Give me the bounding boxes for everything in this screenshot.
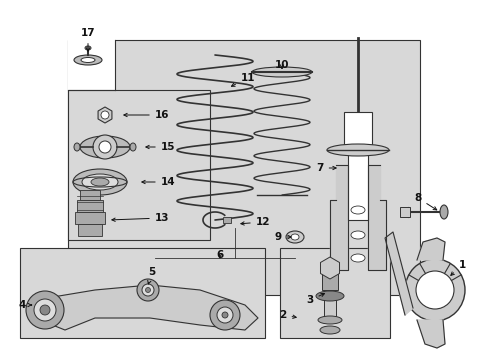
Text: 15: 15 [145,142,175,152]
Text: 8: 8 [413,193,436,210]
Ellipse shape [404,259,464,321]
Ellipse shape [73,169,127,195]
Ellipse shape [217,307,232,323]
Ellipse shape [350,254,364,262]
Ellipse shape [81,58,95,63]
Ellipse shape [326,144,388,156]
Text: 5: 5 [147,267,155,284]
Bar [77,200,103,212]
Text: 12: 12 [241,217,270,227]
Text: 16: 16 [123,110,169,120]
Ellipse shape [350,206,364,214]
Ellipse shape [285,231,304,243]
Bar [280,248,389,338]
Ellipse shape [415,271,453,309]
Text: 7: 7 [316,163,335,173]
Ellipse shape [142,284,154,296]
Ellipse shape [101,111,109,119]
Text: 17: 17 [81,28,95,51]
Ellipse shape [290,234,298,240]
Ellipse shape [145,288,150,292]
Bar [347,150,367,220]
Ellipse shape [82,174,118,190]
Text: 3: 3 [306,293,324,305]
Ellipse shape [209,300,240,330]
Text: 2: 2 [279,310,296,320]
Bar [75,212,105,224]
Bar [80,190,100,200]
Ellipse shape [350,231,364,239]
Ellipse shape [251,67,311,77]
Polygon shape [367,165,385,270]
Ellipse shape [34,299,56,321]
Ellipse shape [317,316,341,324]
Ellipse shape [222,312,227,318]
Ellipse shape [40,305,50,315]
Ellipse shape [91,178,109,186]
Text: 14: 14 [142,177,175,187]
Bar [399,207,409,217]
Bar [78,224,102,236]
Text: 9: 9 [274,232,290,242]
Bar [20,248,264,338]
Bar [324,298,335,318]
Ellipse shape [130,143,136,151]
Ellipse shape [74,143,80,151]
Text: 4: 4 [18,300,31,310]
Ellipse shape [439,205,447,219]
Ellipse shape [99,141,111,153]
Text: 1: 1 [450,260,465,275]
Text: 11: 11 [231,73,255,86]
Ellipse shape [319,326,339,334]
Ellipse shape [85,46,91,50]
Bar [68,38,115,90]
Polygon shape [384,232,412,315]
Ellipse shape [137,279,159,301]
Polygon shape [35,285,258,330]
Bar [68,90,209,240]
Polygon shape [416,238,444,260]
Text: 6: 6 [216,250,223,260]
Ellipse shape [315,291,343,301]
Ellipse shape [80,136,130,158]
Text: 13: 13 [112,213,169,223]
Ellipse shape [74,55,102,65]
Bar [343,112,371,150]
Polygon shape [416,320,444,348]
Ellipse shape [93,135,117,159]
Bar [321,270,337,290]
Bar [223,217,230,223]
Ellipse shape [26,291,64,329]
Polygon shape [329,165,347,270]
Bar [68,40,419,295]
Text: 10: 10 [274,60,289,70]
